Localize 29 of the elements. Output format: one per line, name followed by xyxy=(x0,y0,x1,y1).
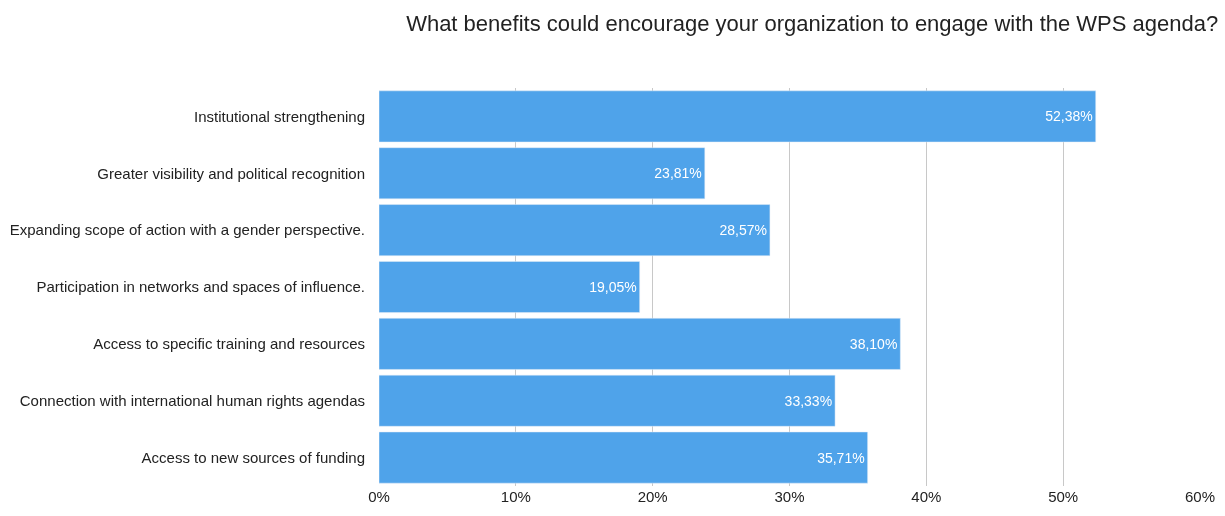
bar xyxy=(379,261,640,313)
y-tick-label: Connection with international human rights agendas xyxy=(19,391,365,409)
bar xyxy=(379,318,901,370)
y-tick-label: Expanding scope of action with a gender perspective. xyxy=(9,221,365,239)
x-tick-label: 0% xyxy=(368,488,390,505)
bar xyxy=(379,431,868,484)
x-tick-label: 60% xyxy=(1184,488,1216,505)
y-tick-label: Institutional strengthening xyxy=(194,107,365,125)
x-tick-label: 50% xyxy=(1048,488,1079,505)
bar xyxy=(379,90,1096,143)
data-label: 23,81% xyxy=(654,165,702,182)
data-label: 52,38% xyxy=(1045,108,1093,125)
y-tick-label: Access to new sources of funding xyxy=(141,448,365,466)
bar xyxy=(379,147,706,200)
x-tick-label: 10% xyxy=(500,488,531,505)
data-label: 38,10% xyxy=(849,335,898,352)
data-label: 35,71% xyxy=(817,449,865,466)
x-tick-label: 20% xyxy=(637,488,668,505)
x-tick-label: 40% xyxy=(911,488,942,505)
data-label: 28,57% xyxy=(719,222,767,239)
y-tick-label: Greater visibility and political recognition xyxy=(97,164,365,182)
y-tick-label: Participation in networks and spaces of influence. xyxy=(36,278,365,296)
data-label: 19,05% xyxy=(589,279,637,295)
bar xyxy=(379,204,771,256)
x-tick-label: 30% xyxy=(774,488,805,505)
y-tick-label: Access to specific training and resources xyxy=(93,335,365,353)
bar xyxy=(379,374,836,427)
chart-title: What benefits could encourage your organization to engage with the WPS agenda? xyxy=(406,10,1219,36)
data-label: 33,33% xyxy=(784,392,833,409)
